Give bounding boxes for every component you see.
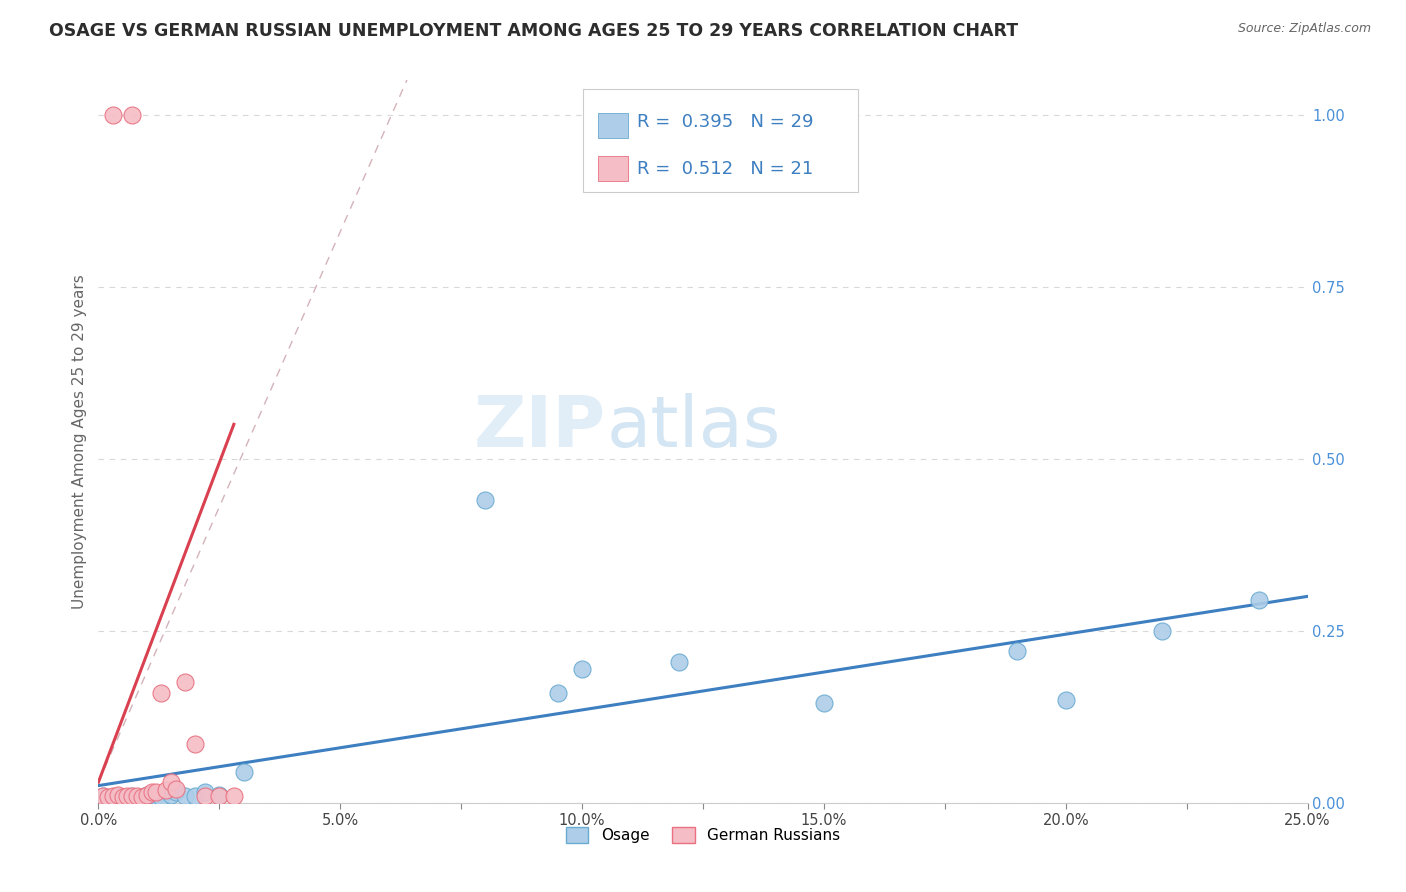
Point [101,789,124,803]
Point [111,790,134,805]
Point [194,785,217,799]
Point [111,791,134,805]
Point [127,789,149,803]
Point [165,785,187,799]
Point [127,790,149,805]
Point [813,696,835,710]
Point [117,790,139,805]
Point [131,791,153,805]
Text: atlas: atlas [606,392,780,461]
Text: R =  0.512   N = 21: R = 0.512 N = 21 [637,160,813,178]
Point [184,789,207,803]
Point [474,493,496,508]
Point [141,790,163,805]
Point [1249,592,1271,607]
Point [107,789,129,803]
Point [101,790,124,805]
Point [155,783,177,797]
Legend: Osage, German Russians: Osage, German Russians [560,822,846,849]
Point [174,675,197,690]
Point [97,790,120,805]
Text: Source: ZipAtlas.com: Source: ZipAtlas.com [1237,22,1371,36]
Point [194,789,217,803]
Point [165,782,187,797]
Point [141,785,163,799]
Point [1054,692,1077,706]
Point [135,788,157,802]
Y-axis label: Unemployment Among Ages 25 to 29 years: Unemployment Among Ages 25 to 29 years [72,274,87,609]
Point [571,662,593,676]
Point [1007,644,1029,658]
Point [232,764,254,779]
Point [184,737,207,751]
Point [222,789,245,803]
Point [150,790,173,805]
Point [150,686,173,700]
Text: R =  0.395   N = 29: R = 0.395 N = 29 [637,113,814,131]
Point [117,789,139,803]
Point [547,686,569,700]
Point [91,789,114,803]
Point [145,789,167,803]
Point [208,788,231,802]
Point [160,775,183,789]
Point [121,789,143,803]
Point [1152,624,1174,638]
Point [145,785,167,799]
Point [135,788,157,802]
Point [668,655,690,669]
Point [174,789,197,803]
Point [208,789,231,803]
Point [160,788,183,802]
Point [121,789,143,803]
Point [121,108,143,122]
Point [91,789,114,803]
Text: OSAGE VS GERMAN RUSSIAN UNEMPLOYMENT AMONG AGES 25 TO 29 YEARS CORRELATION CHART: OSAGE VS GERMAN RUSSIAN UNEMPLOYMENT AMO… [49,22,1018,40]
Text: ZIP: ZIP [474,392,606,461]
Point [107,788,129,802]
Point [97,792,120,806]
Point [131,790,153,805]
Point [101,108,124,122]
